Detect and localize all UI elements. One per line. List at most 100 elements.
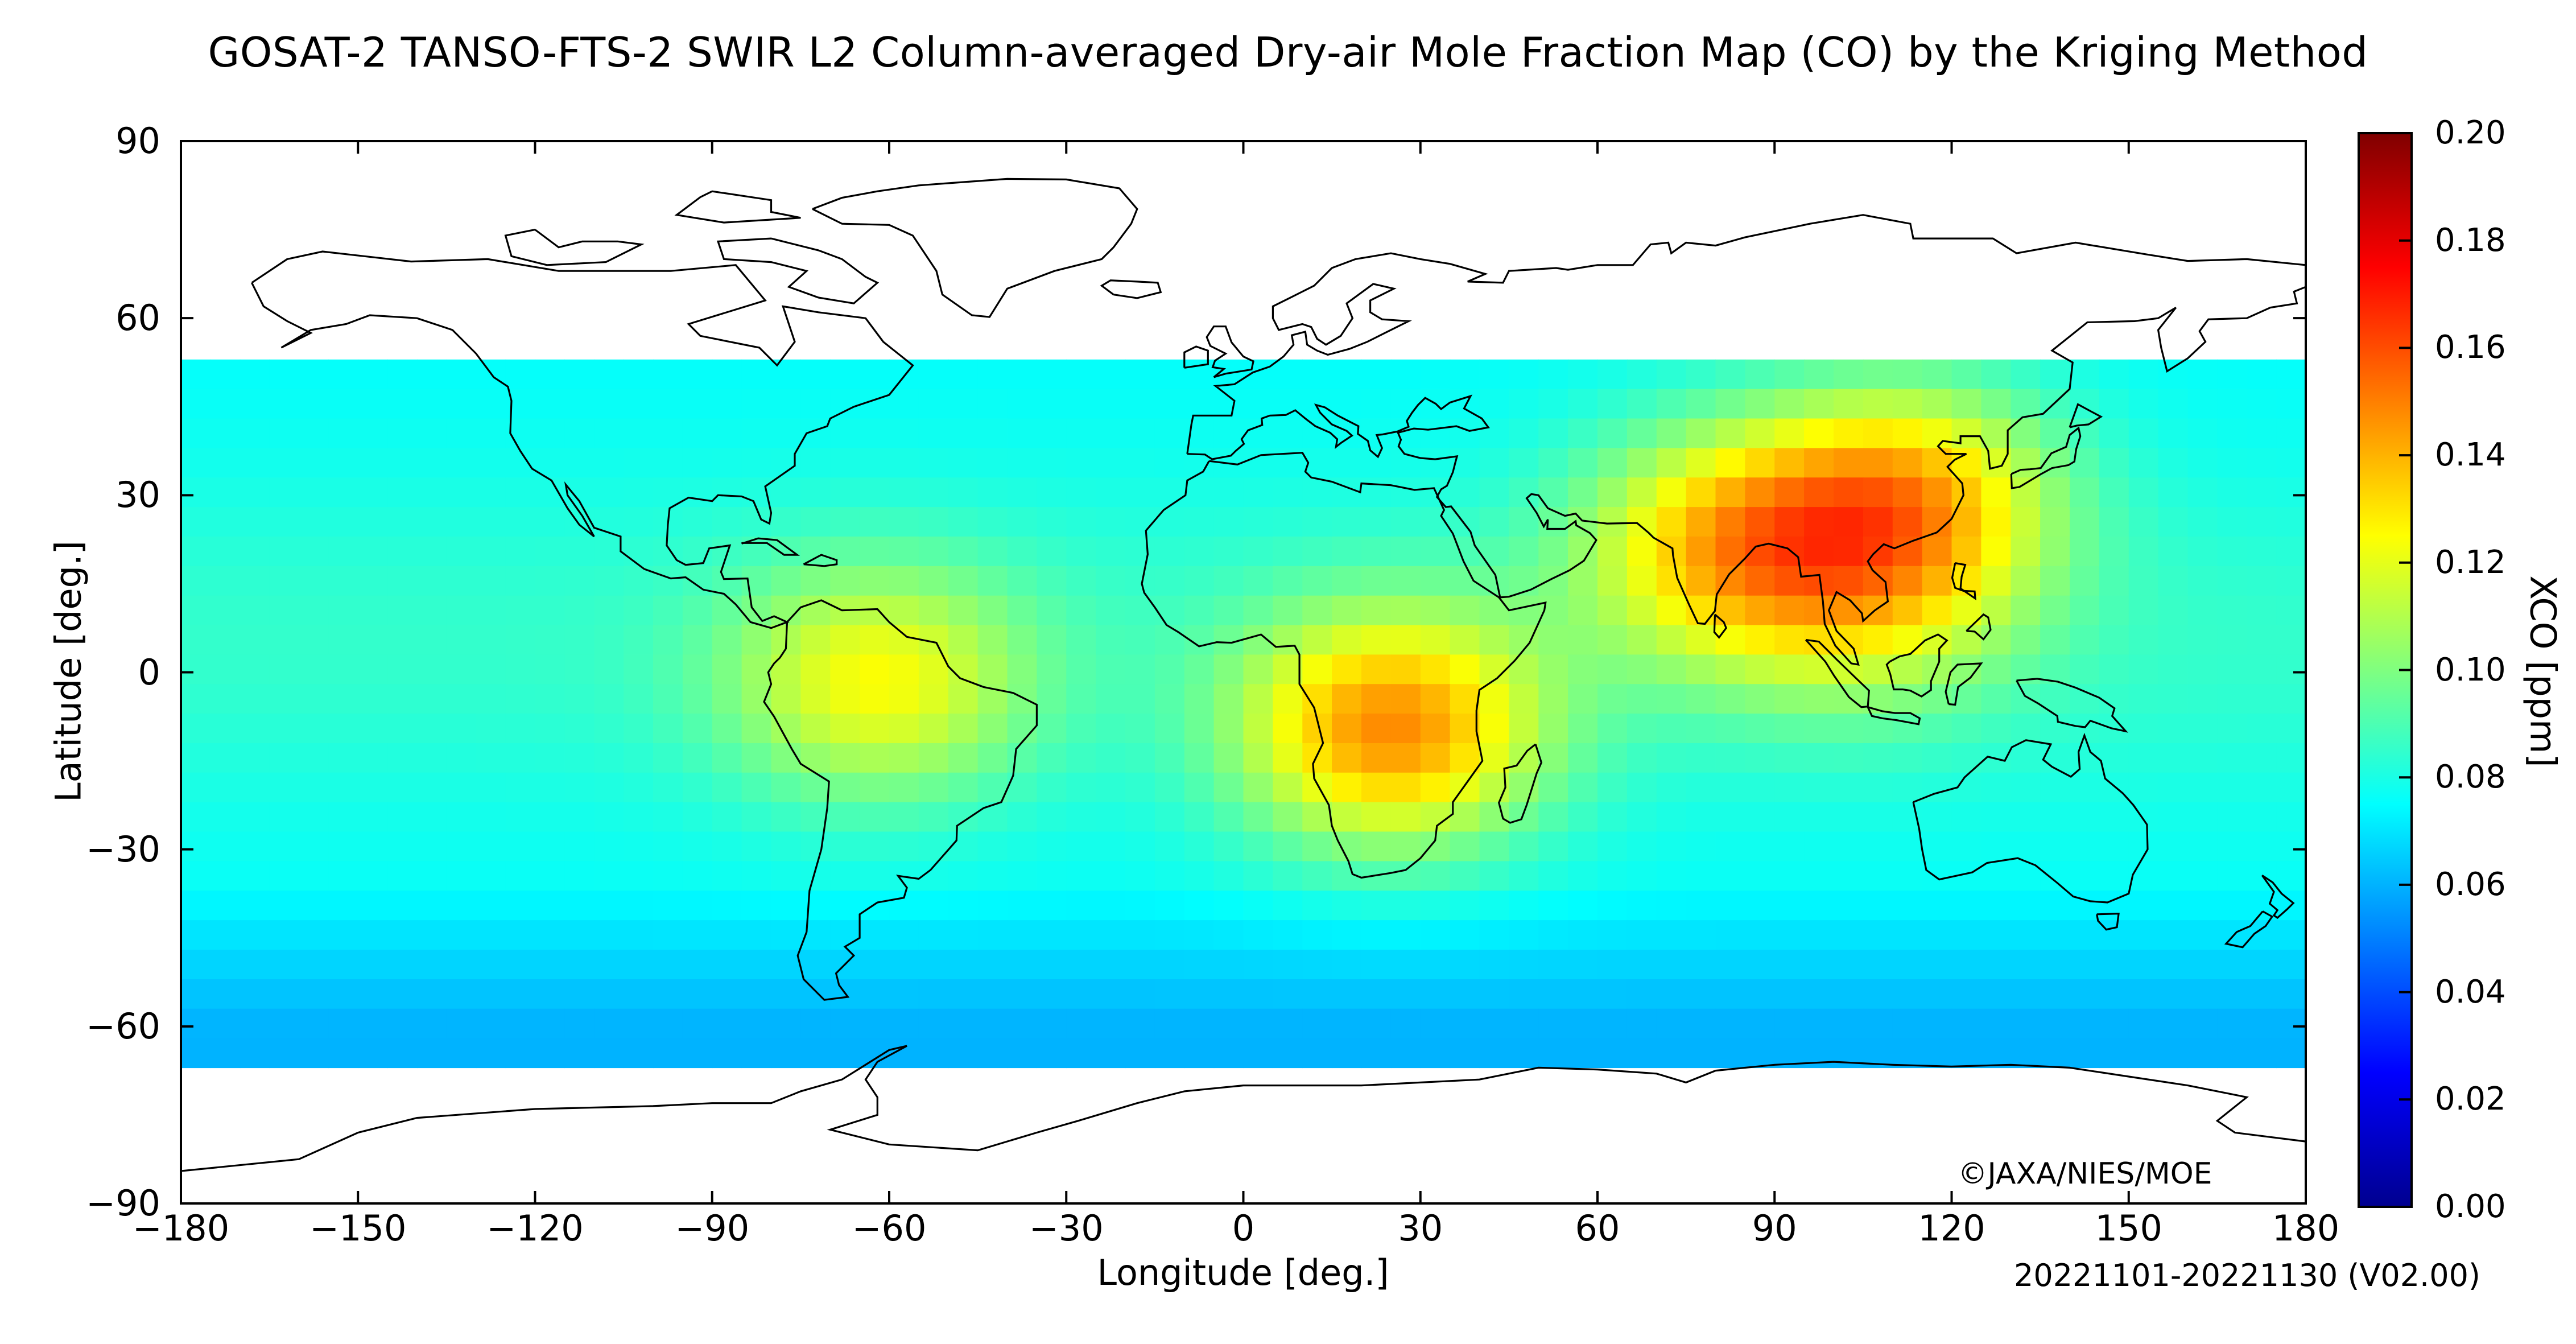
heat-cell [358,625,388,655]
heat-cell [1390,802,1421,832]
heat-cell [446,595,477,626]
heat-cell [1538,802,1568,832]
heat-cell [2099,418,2129,448]
heat-cell [1213,1038,1244,1069]
heat-cell [1774,772,1805,803]
heat-cell [771,920,801,950]
heat-cell [299,448,329,478]
heat-cell [1715,802,1745,832]
coastline [803,554,838,567]
heat-cell [1774,507,1805,537]
heat-cell [181,507,211,537]
heat-cell [1479,566,1509,596]
heat-cell [977,1008,1008,1039]
heat-cell [889,536,919,567]
heat-cell [1568,714,1598,744]
heat-cell [1745,625,1775,655]
heat-cell [1509,1008,1539,1039]
heat-cell [1951,448,1981,478]
heat-cell [1597,861,1628,891]
heat-cell [2276,418,2306,448]
heat-cell [860,772,890,803]
heat-cell [2011,831,2041,861]
heat-cell [358,743,388,773]
heat-cell [1037,477,1067,508]
heat-cell [977,477,1008,508]
heat-cell [564,625,595,655]
heat-cell [653,448,683,478]
heat-cell [269,802,300,832]
heat-cell [1479,831,1509,861]
heat-cell [1626,890,1657,921]
heat-cell [1066,920,1096,950]
heat-cell [624,536,654,567]
heat-cell [2011,507,2041,537]
heat-cell [1450,950,1480,980]
heat-cell [1213,920,1244,950]
heat-cell [1597,920,1628,950]
heat-cell [1981,625,2011,655]
heat-cell [181,389,211,419]
heat-cell [181,831,211,861]
heat-cell [2099,654,2129,685]
heat-cell [299,831,329,861]
heat-cell [1745,714,1775,744]
heat-cell [1745,802,1775,832]
heat-cell [1951,831,1981,861]
heat-cell [1037,418,1067,448]
heat-cell [1981,920,2011,950]
heat-cell [1892,625,1923,655]
heat-cell [1774,920,1805,950]
heat-cell [1745,1008,1775,1039]
heat-cell [505,536,536,567]
heat-cell [358,654,388,685]
heat-cell [594,625,624,655]
heat-cell [476,477,506,508]
heat-cell [1892,418,1923,448]
heat-cell [624,389,654,419]
heat-cell [2187,743,2218,773]
heat-cell [624,625,654,655]
heat-cell [1066,566,1096,596]
x-tick-label: 0 [1232,1207,1255,1249]
heat-cell [1834,477,1864,508]
heat-cell [1774,418,1805,448]
heat-cell [1332,743,1362,773]
heat-cell [1243,448,1273,478]
heat-cell [1951,743,1981,773]
heat-cell [1922,654,1952,685]
heat-cell [1213,831,1244,861]
heat-cell [1774,861,1805,891]
heat-cell [948,595,979,626]
heat-cell [800,625,831,655]
heat-cell [2217,389,2247,419]
heat-cell [1951,890,1981,921]
heat-cell [1420,743,1451,773]
heat-cell [977,861,1008,891]
heat-cell [1125,743,1155,773]
heat-cell [771,566,801,596]
heat-cell [1037,890,1067,921]
coastline [2010,426,2082,489]
heat-cell [1302,507,1332,537]
heat-cell [1154,861,1185,891]
heat-cell [2011,566,2041,596]
heat-cell [1066,772,1096,803]
heat-cell [741,536,772,567]
heat-cell [771,654,801,685]
heat-cell [1154,743,1185,773]
heat-cell [446,743,477,773]
heat-cell [1715,831,1745,861]
heat-cell [1626,418,1657,448]
heat-cell [1390,418,1421,448]
heat-cell [446,1008,477,1039]
heat-cell [299,477,329,508]
heat-cell [1774,477,1805,508]
heat-cell [564,595,595,626]
heat-cell [1538,625,1568,655]
heat-cell [1479,389,1509,419]
heat-cell [1096,684,1126,714]
heat-cell [1213,979,1244,1009]
heat-cell [1066,861,1096,891]
x-tick-label: 30 [1398,1207,1443,1249]
